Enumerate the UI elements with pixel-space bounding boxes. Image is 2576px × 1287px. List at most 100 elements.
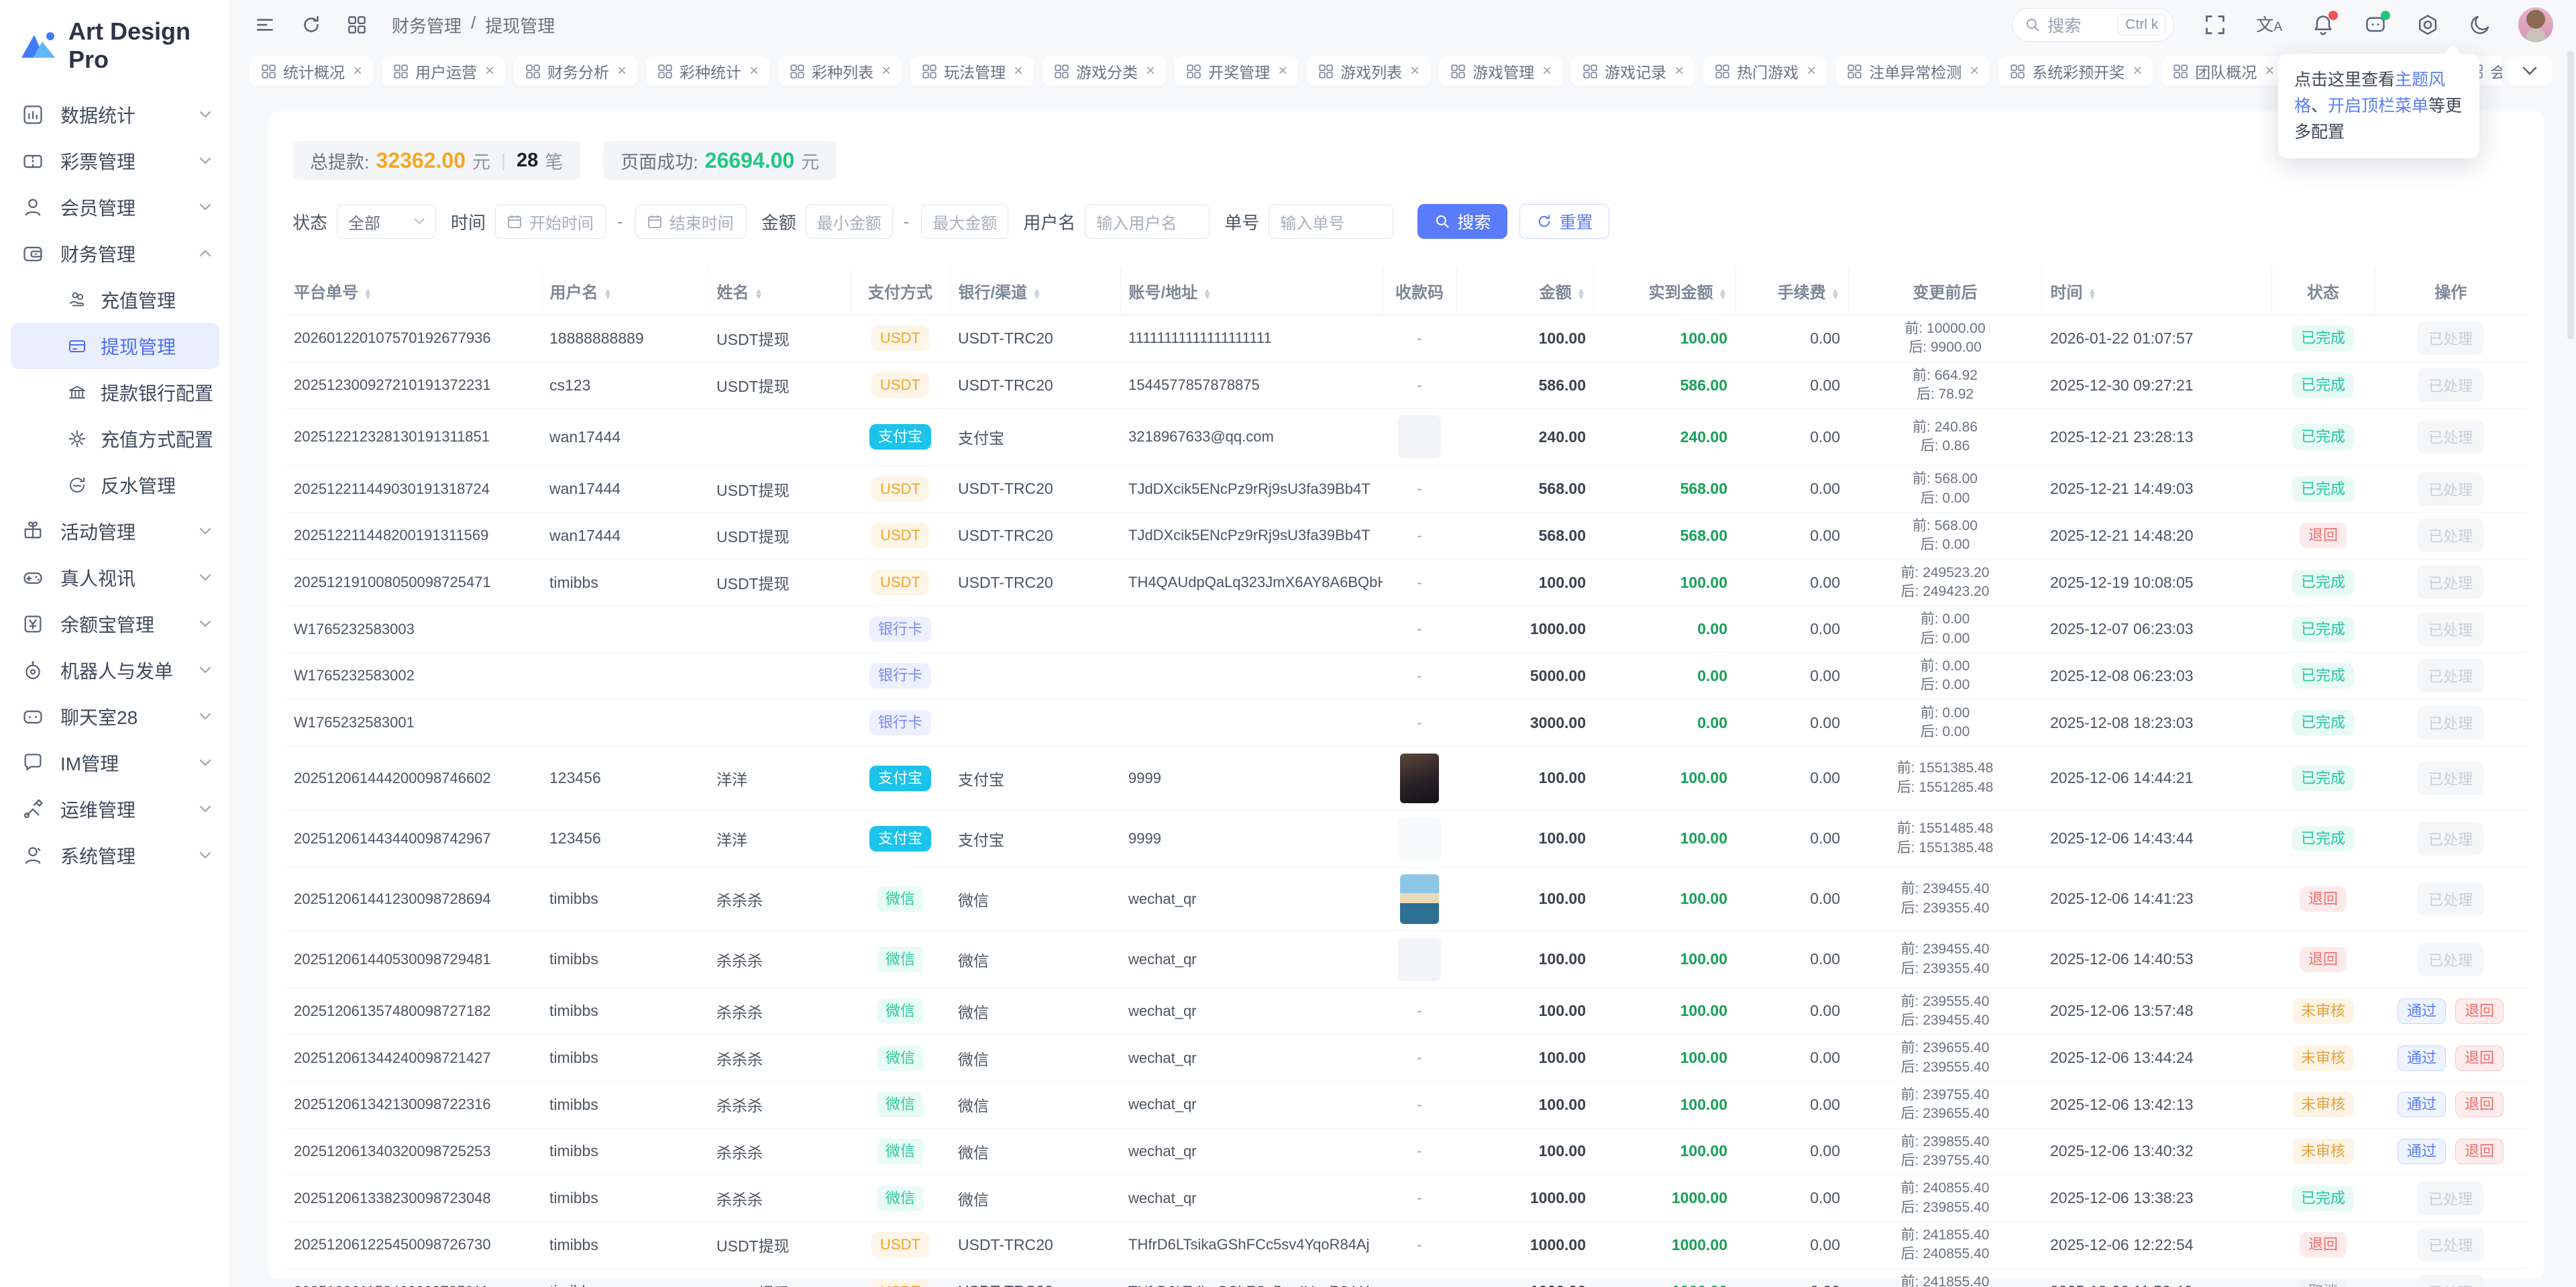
- sort-icon[interactable]: ▲ ▼: [1576, 285, 1586, 301]
- sort-icon[interactable]: ▲ ▼: [364, 285, 372, 301]
- approve-button[interactable]: 通过: [2397, 998, 2446, 1024]
- close-icon[interactable]: ×: [1146, 62, 1156, 80]
- username-input[interactable]: 输入用户名: [1085, 204, 1210, 239]
- fullscreen-icon[interactable]: [2204, 13, 2226, 36]
- sidebar-item-真人视讯[interactable]: 真人视讯: [0, 554, 230, 601]
- sidebar-item-系统管理[interactable]: 系统管理: [0, 832, 230, 878]
- collapse-menu-icon[interactable]: [255, 14, 276, 36]
- max-amount-input[interactable]: 最大金额: [921, 204, 1009, 239]
- tab-注单异常检测[interactable]: 注单异常检测 ×: [1835, 56, 1990, 86]
- sidebar-item-活动管理[interactable]: 活动管理: [0, 508, 230, 554]
- close-icon[interactable]: ×: [881, 62, 892, 80]
- reject-button[interactable]: 退回: [2455, 1045, 2504, 1071]
- tab-游戏列表[interactable]: 游戏列表 ×: [1307, 56, 1431, 86]
- tab-游戏分类[interactable]: 游戏分类 ×: [1042, 56, 1167, 86]
- global-search[interactable]: 搜索 Ctrl k: [2012, 8, 2175, 42]
- approve-button[interactable]: 通过: [2397, 1138, 2446, 1164]
- tab-游戏管理[interactable]: 游戏管理 ×: [1439, 56, 1563, 86]
- close-icon[interactable]: ×: [353, 62, 363, 80]
- reject-button[interactable]: 退回: [2455, 1138, 2504, 1164]
- close-icon[interactable]: ×: [1970, 62, 1980, 80]
- sort-icon[interactable]: ▲ ▼: [1032, 285, 1042, 301]
- close-icon[interactable]: ×: [617, 62, 627, 80]
- end-date-input[interactable]: 结束时间: [635, 204, 747, 239]
- approve-button[interactable]: 通过: [2397, 1092, 2446, 1118]
- sort-icon[interactable]: ▲ ▼: [754, 285, 763, 301]
- tab-玩法管理[interactable]: 玩法管理 ×: [910, 56, 1034, 86]
- tabs-more-button[interactable]: [2508, 56, 2552, 86]
- qr-image-placeholder[interactable]: [1398, 817, 1441, 860]
- sidebar-item-充值方式配置[interactable]: 充值方式配置: [0, 415, 230, 462]
- column-header-平台单号[interactable]: 平台单号 ▲ ▼: [286, 267, 542, 315]
- column-header-手续费[interactable]: 手续费 ▲ ▼: [1735, 267, 1849, 315]
- notifications-bell-icon[interactable]: [2312, 11, 2338, 36]
- settings-gear-icon[interactable]: [2416, 13, 2439, 36]
- sidebar-item-提现管理[interactable]: 提现管理: [11, 323, 219, 369]
- sidebar-item-运维管理[interactable]: 运维管理: [0, 786, 230, 832]
- language-icon[interactable]: 文A: [2256, 15, 2282, 35]
- tab-彩种列表[interactable]: 彩种列表 ×: [778, 56, 902, 86]
- apps-grid-icon[interactable]: [346, 14, 368, 36]
- close-icon[interactable]: ×: [1014, 62, 1024, 80]
- status-select[interactable]: 全部: [337, 204, 437, 239]
- sidebar-item-财务管理[interactable]: 财务管理: [0, 230, 230, 276]
- close-icon[interactable]: ×: [485, 62, 495, 80]
- qr-image[interactable]: [1400, 753, 1439, 803]
- sort-icon[interactable]: ▲ ▼: [603, 285, 612, 301]
- sidebar-item-会员管理[interactable]: 会员管理: [0, 184, 230, 230]
- close-icon[interactable]: ×: [1410, 62, 1420, 80]
- tab-系统彩预开奖[interactable]: 系统彩预开奖 ×: [1998, 56, 2153, 86]
- sidebar-item-余额宝管理[interactable]: 余额宝管理: [0, 601, 230, 647]
- sidebar-item-充值管理[interactable]: 充值管理: [0, 276, 230, 323]
- close-icon[interactable]: ×: [2133, 62, 2143, 80]
- qr-image-placeholder[interactable]: [1398, 415, 1441, 459]
- breadcrumb-parent[interactable]: 财务管理: [392, 15, 462, 36]
- start-date-input[interactable]: 开始时间: [495, 204, 607, 239]
- column-header-银行/渠道[interactable]: 银行/渠道 ▲ ▼: [950, 267, 1121, 315]
- tab-热门游戏[interactable]: 热门游戏 ×: [1703, 56, 1827, 86]
- tab-用户运营[interactable]: 用户运营 ×: [382, 56, 506, 86]
- dark-mode-moon-icon[interactable]: [2469, 13, 2491, 36]
- search-button[interactable]: 搜索: [1417, 204, 1508, 239]
- tab-团队概况[interactable]: 团队概况 ×: [2161, 56, 2286, 86]
- qr-image-placeholder[interactable]: [1398, 937, 1441, 981]
- sidebar-item-IM管理[interactable]: IM管理: [0, 739, 230, 786]
- sort-icon[interactable]: ▲ ▼: [1718, 285, 1727, 301]
- close-icon[interactable]: ×: [1278, 62, 1288, 80]
- messages-icon[interactable]: [2364, 11, 2390, 36]
- reject-button[interactable]: 退回: [2455, 1092, 2504, 1118]
- refresh-icon[interactable]: [301, 14, 322, 36]
- sidebar-item-机器人与发单[interactable]: 机器人与发单: [0, 647, 230, 693]
- column-header-时间[interactable]: 时间 ▲ ▼: [2042, 267, 2272, 315]
- sort-icon[interactable]: ▲ ▼: [1203, 285, 1212, 301]
- sidebar-item-数据统计[interactable]: 数据统计: [0, 91, 230, 138]
- sort-icon[interactable]: ▲ ▼: [1831, 285, 1840, 301]
- sort-icon[interactable]: ▲ ▼: [2088, 285, 2097, 301]
- tooltip-link-topmenu[interactable]: 开启顶栏菜单: [2328, 96, 2429, 115]
- logo[interactable]: Art Design Pro: [0, 0, 230, 91]
- qr-image[interactable]: [1400, 874, 1439, 924]
- close-icon[interactable]: ×: [1807, 62, 1817, 80]
- reset-button[interactable]: 重置: [1519, 204, 1610, 239]
- tab-统计概况[interactable]: 统计概况 ×: [250, 56, 374, 86]
- close-icon[interactable]: ×: [2265, 62, 2275, 80]
- sidebar-item-反水管理[interactable]: 反水管理: [0, 462, 230, 508]
- close-icon[interactable]: ×: [1542, 62, 1552, 80]
- close-icon[interactable]: ×: [1674, 62, 1684, 80]
- sidebar-item-提款银行配置[interactable]: 提款银行配置: [0, 369, 230, 415]
- scrollbar[interactable]: [2567, 51, 2574, 340]
- order-no-input[interactable]: 输入单号: [1269, 204, 1394, 239]
- column-header-姓名[interactable]: 姓名 ▲ ▼: [708, 267, 851, 315]
- sidebar-item-彩票管理[interactable]: 彩票管理: [0, 138, 230, 184]
- approve-button[interactable]: 通过: [2397, 1045, 2446, 1071]
- tab-财务分析[interactable]: 财务分析 ×: [514, 56, 638, 86]
- tab-彩种统计[interactable]: 彩种统计 ×: [646, 56, 770, 86]
- sidebar-item-聊天室28[interactable]: 聊天室28: [0, 693, 230, 739]
- reject-button[interactable]: 退回: [2455, 998, 2504, 1024]
- column-header-账号/地址[interactable]: 账号/地址 ▲ ▼: [1120, 267, 1383, 315]
- tab-游戏记录[interactable]: 游戏记录 ×: [1571, 56, 1695, 86]
- column-header-用户名[interactable]: 用户名 ▲ ▼: [541, 267, 709, 315]
- min-amount-input[interactable]: 最小金额: [805, 204, 893, 239]
- tab-开奖管理[interactable]: 开奖管理 ×: [1175, 56, 1299, 86]
- tooltip-link-theme[interactable]: 主题风格: [2294, 70, 2446, 115]
